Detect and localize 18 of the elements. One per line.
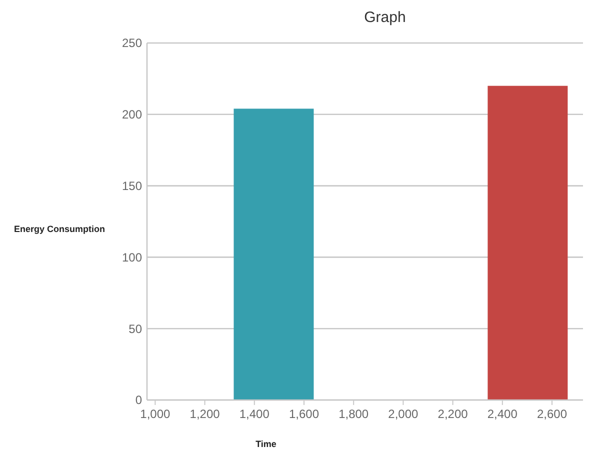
x-tick-label: 1,800 bbox=[338, 407, 369, 421]
y-axis-title: Energy Consumption bbox=[14, 224, 106, 234]
y-tick-label: 0 bbox=[135, 393, 142, 408]
x-tick-label: 2,000 bbox=[388, 407, 419, 421]
x-tick-label: 2,200 bbox=[438, 407, 468, 421]
chart-title: Graph bbox=[364, 9, 406, 26]
x-tick-label: 1,200 bbox=[190, 407, 220, 421]
x-axis-title: Time bbox=[256, 439, 276, 449]
y-tick-label: 150 bbox=[122, 179, 142, 193]
x-tick-label: 1,000 bbox=[140, 407, 171, 421]
x-tick-label: 1,600 bbox=[288, 407, 320, 421]
y-tick-label: 100 bbox=[122, 250, 142, 264]
y-tick-label: 250 bbox=[122, 36, 142, 50]
x-tick-label: 2,600 bbox=[536, 407, 568, 421]
y-tick-label: 200 bbox=[122, 108, 142, 122]
y-tick-label: 50 bbox=[128, 322, 142, 336]
x-tick-label: 1,400 bbox=[239, 407, 270, 421]
x-tick-label: 2,400 bbox=[487, 407, 518, 421]
